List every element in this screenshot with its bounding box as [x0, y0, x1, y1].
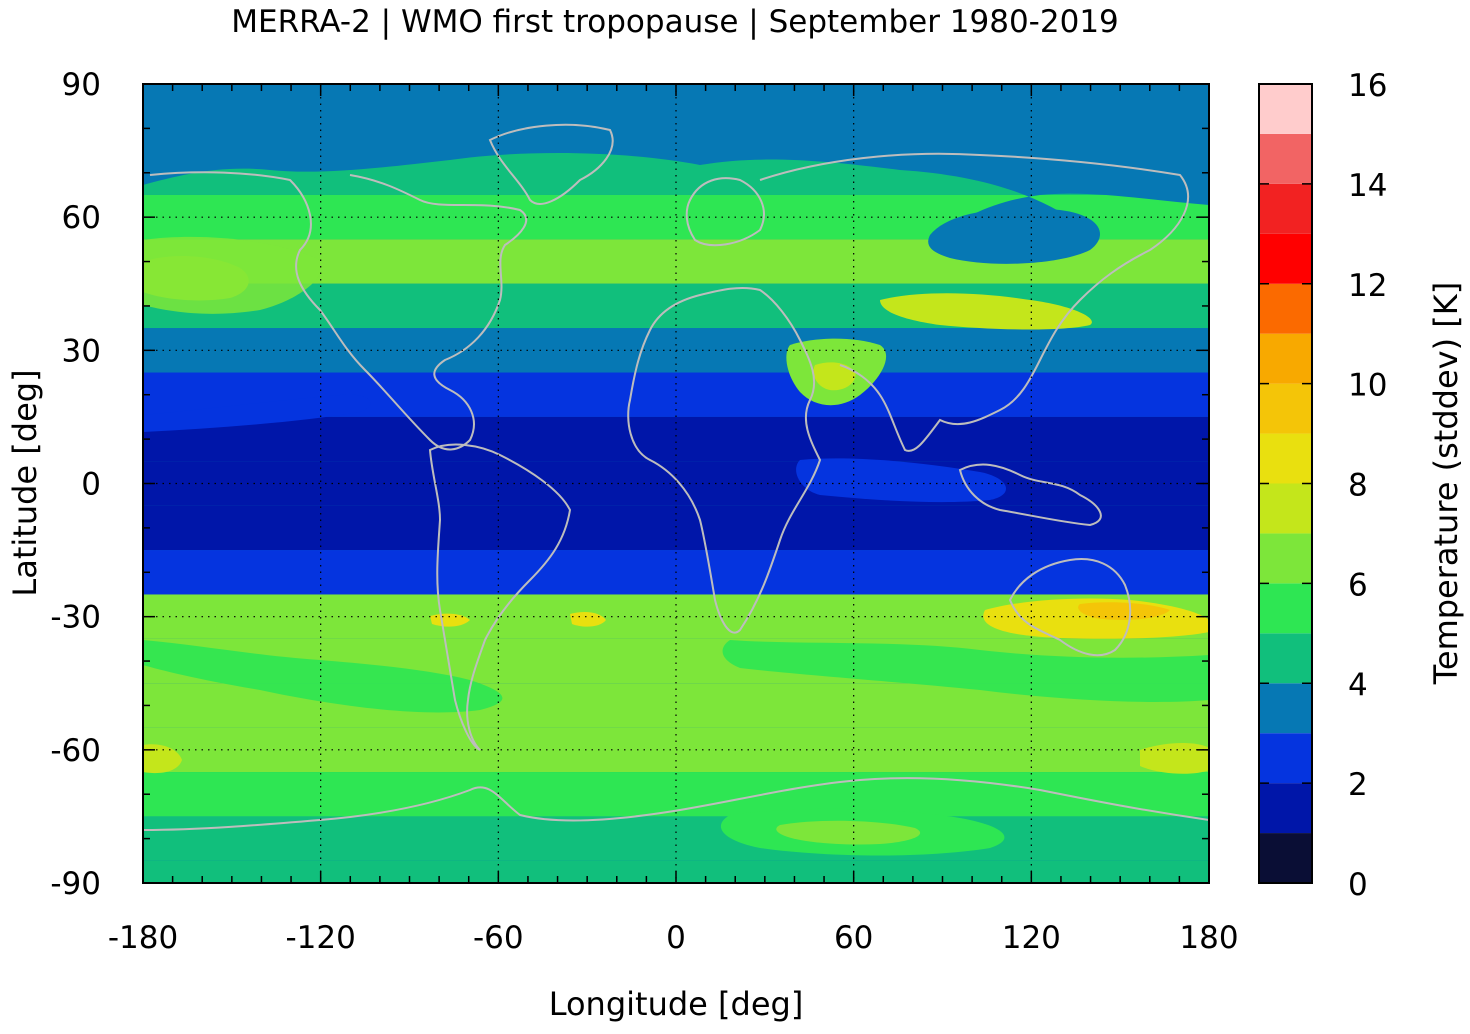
x-tick-label: 0: [666, 920, 686, 956]
latitude-band: [143, 416, 1209, 462]
y-tick-label: -30: [50, 600, 101, 636]
y-axis-ticks: 90 60 30 0 -30 -60 -90: [50, 67, 1209, 902]
colorbar-swatch: [1259, 433, 1312, 484]
feature-southern-ocean-band: [143, 640, 503, 713]
coast-north-america: [149, 171, 528, 451]
colorbar-swatch: [1259, 333, 1312, 384]
coast-australia: [1008, 558, 1132, 657]
feature-indian-ocean-tongue: [796, 458, 1007, 503]
feature-antarctic-core: [776, 820, 921, 845]
x-tick-label: 60: [834, 920, 873, 956]
x-tick-label: -120: [285, 920, 355, 956]
colorbar-tick-label: 10: [1348, 368, 1387, 404]
regional-features: [143, 84, 1209, 856]
coast-antarctica: [143, 777, 1209, 831]
feature-south-indian-yellow: [1140, 743, 1209, 774]
y-tick-label: -60: [50, 733, 101, 769]
x-tick-label: -60: [473, 920, 524, 956]
colorbar-swatch: [1259, 183, 1312, 234]
colorbar-tick-label: 0: [1348, 867, 1368, 903]
coastlines: [143, 123, 1209, 831]
colorbar-swatch: [1259, 783, 1312, 834]
feature-south-pacific-yellow: [143, 744, 182, 774]
colorbar-swatch: [1259, 833, 1312, 883]
colorbar-tick-label: 14: [1348, 168, 1387, 204]
feature-arabia-core: [813, 362, 856, 391]
colorbar-tick-label: 6: [1348, 567, 1368, 603]
colorbar-swatch: [1259, 683, 1312, 734]
x-tick-label: 120: [1002, 920, 1061, 956]
feature-atlantic-patch: [570, 612, 606, 627]
colorbar: [1259, 84, 1312, 883]
coast-scandinavia: [685, 177, 765, 247]
colorbar-tick-label: 4: [1348, 667, 1368, 703]
feature-north-pacific-max-2: [143, 236, 322, 314]
colorbar-swatch: [1259, 633, 1312, 684]
feature-south-pacific-core: [1078, 602, 1170, 620]
colorbar-swatch: [1259, 383, 1312, 434]
chart-title: MERRA-2 | WMO first tropopause | Septemb…: [231, 4, 1119, 40]
latitude-band: [143, 772, 1209, 817]
coast-maritime-continent: [958, 463, 1102, 527]
grid-lines: [143, 84, 1209, 883]
colorbar-swatch: [1259, 84, 1312, 134]
colorbar-swatch: [1259, 733, 1312, 784]
colorbar-swatch: [1259, 283, 1312, 334]
coast-europe-africa: [627, 286, 822, 634]
y-tick-label: 0: [81, 467, 101, 503]
y-axis-label: Latitude [deg]: [6, 369, 44, 596]
x-tick-label: 180: [1179, 920, 1238, 956]
colorbar-ticks: 0 2 4 6 8 10 12 14 16: [1259, 68, 1387, 903]
colorbar-swatch: [1259, 233, 1312, 284]
colorbar-label: Temperature (stddev) [K]: [1427, 282, 1465, 685]
feature-siberia-low: [928, 208, 1100, 264]
colorbar-swatch: [1259, 133, 1312, 184]
x-axis-label: Longitude [deg]: [549, 985, 804, 1023]
y-tick-label: 30: [62, 333, 101, 369]
colorbar-tick-label: 2: [1348, 767, 1368, 803]
x-axis-ticks: -180 -120 -60 0 60 120 180: [108, 84, 1239, 956]
colorbar-swatch: [1259, 483, 1312, 534]
feature-arctic-cap: [143, 84, 1209, 261]
latitude-band: [143, 505, 1209, 551]
colorbar-tick-label: 8: [1348, 468, 1368, 504]
coast-south-america: [428, 443, 572, 751]
feature-pacific-tongue: [143, 394, 371, 432]
y-tick-label: -90: [50, 866, 101, 902]
colorbar-swatch: [1259, 583, 1312, 634]
colorbar-tick-label: 12: [1348, 268, 1387, 304]
colorbar-tick-label: 16: [1348, 68, 1387, 104]
coast-greenland: [488, 123, 614, 205]
x-tick-label: -180: [108, 920, 178, 956]
feature-indian-ocean-band: [722, 640, 1209, 702]
y-tick-label: 90: [62, 67, 101, 103]
y-tick-label: 60: [62, 200, 101, 236]
feature-atlantic-patch-2: [430, 613, 470, 627]
colorbar-swatch: [1259, 533, 1312, 584]
feature-east-asia-max: [880, 293, 1092, 330]
coast-asia: [759, 152, 1190, 452]
